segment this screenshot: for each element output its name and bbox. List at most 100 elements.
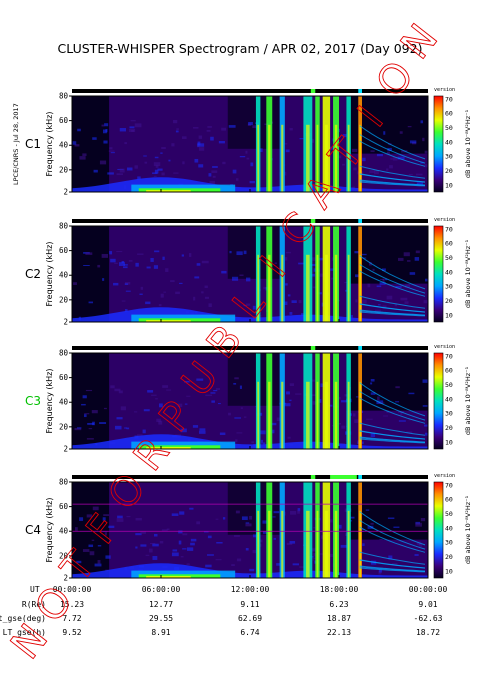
colorbar-tag: version — [434, 473, 455, 479]
panel-c1: 2 20 40 60 80 Frequency (kHz) C1 version 10 20 30 4… — [25, 87, 472, 197]
panel-c3: 2 20 40 60 80 Frequency (kHz) C3 version 10 20 30 4… — [25, 344, 472, 454]
orbit-value: 12.77 — [149, 600, 173, 609]
colorbar — [433, 481, 444, 579]
y-tick-label: 2 — [63, 445, 68, 454]
side-credit: LPCE/CNRS - Jul 28, 2017 — [12, 103, 20, 185]
y-tick-label: 60 — [59, 116, 69, 125]
orbit-value: 29.55 — [149, 614, 173, 623]
data-availability-bar — [72, 475, 428, 479]
colorbar-tick-label: 60 — [445, 110, 453, 118]
spectrogram-image — [72, 96, 428, 192]
y-tick-label: 60 — [59, 373, 69, 382]
y-tick-label: 2 — [63, 318, 68, 327]
colorbar-label: dB above 10⁻⁸V²Hz⁻¹ — [464, 239, 472, 308]
colorbar-tick-label: 10 — [445, 311, 453, 319]
data-availability-bar — [72, 89, 428, 93]
data-availability-bar — [72, 219, 428, 223]
y-tick-label: 20 — [59, 551, 69, 560]
y-axis-label: Frequency (kHz) — [45, 112, 54, 177]
colorbar — [433, 352, 444, 450]
colorbar — [433, 95, 444, 193]
orbit-value: 9.11 — [240, 600, 259, 609]
orbit-value: 9.01 — [418, 600, 437, 609]
y-tick-label: 40 — [59, 398, 69, 407]
colorbar-tick-label: 10 — [445, 567, 453, 575]
colorbar-tick-label: 70 — [445, 95, 453, 103]
orbit-value: 6.23 — [329, 600, 348, 609]
y-tick-label: 20 — [59, 295, 69, 304]
watermark-letter: N — [2, 616, 57, 668]
panel-c2: 2 20 40 60 80 Frequency (kHz) C2 version 10 20 30 4… — [25, 217, 472, 327]
orbit-value: 00:00:00 — [53, 585, 92, 594]
colorbar-tick-label: 50 — [445, 381, 453, 389]
spacecraft-label: C3 — [25, 394, 41, 408]
colorbar-tick-label: 50 — [445, 510, 453, 518]
y-tick-label: 60 — [59, 502, 69, 511]
orbit-row-label: R(Re) — [22, 600, 46, 609]
orbit-row-label: LT_gse(h) — [3, 628, 46, 637]
y-tick-label: 40 — [59, 141, 69, 150]
spectrogram-image — [72, 482, 428, 578]
y-tick-label: 80 — [59, 349, 69, 358]
colorbar-tag: version — [434, 344, 455, 350]
panel-c4: 2 20 40 60 80 Frequency (kHz) C4 version 10 20 30 4… — [25, 473, 472, 583]
orbit-row-label: UT — [30, 585, 40, 594]
orbit-value: 6.74 — [240, 628, 259, 637]
colorbar-tick-label: 10 — [445, 438, 453, 446]
orbit-value: 18.72 — [416, 628, 440, 637]
colorbar-tick-label: 60 — [445, 496, 453, 504]
y-axis-label: Frequency (kHz) — [45, 498, 54, 563]
data-availability-bar — [72, 346, 428, 350]
colorbar-tick-label: 20 — [445, 553, 453, 561]
colorbar-tick-label: 30 — [445, 153, 453, 161]
colorbar-label: dB above 10⁻⁸V²Hz⁻¹ — [464, 366, 472, 435]
orbit-value: 06:00:00 — [142, 585, 181, 594]
colorbar-tick-label: 30 — [445, 410, 453, 418]
colorbar-tag: version — [434, 217, 455, 223]
colorbar-tick-label: 60 — [445, 367, 453, 375]
colorbar-tick-label: 20 — [445, 167, 453, 175]
y-tick-label: 80 — [59, 92, 69, 101]
y-tick-label: 2 — [63, 574, 68, 583]
y-axis-label: Frequency (kHz) — [45, 369, 54, 434]
orbit-value: 18.87 — [327, 614, 351, 623]
colorbar-tick-label: 50 — [445, 124, 453, 132]
spectrogram-panels: 2 20 40 60 80 Frequency (kHz) C1 version 10 20 30 4… — [25, 87, 472, 583]
orbit-value: 12:00:00 — [231, 585, 270, 594]
colorbar-label: dB above 10⁻⁸V²Hz⁻¹ — [464, 495, 472, 564]
y-tick-label: 60 — [59, 246, 69, 255]
colorbar-tick-label: 20 — [445, 297, 453, 305]
colorbar-tick-label: 40 — [445, 395, 453, 403]
watermark-letter: N — [392, 16, 447, 68]
spacecraft-label: C2 — [25, 267, 41, 281]
orbit-value: -62.63 — [414, 614, 443, 623]
y-axis-label: Frequency (kHz) — [45, 242, 54, 307]
y-tick-label: 80 — [59, 222, 69, 231]
colorbar-tick-label: 40 — [445, 268, 453, 276]
spectrogram-image — [72, 226, 428, 322]
y-tick-label: 40 — [59, 271, 69, 280]
orbit-value: 15.23 — [60, 600, 84, 609]
orbit-value: 22.13 — [327, 628, 351, 637]
spectrogram-image — [72, 353, 428, 449]
colorbar-tick-label: 70 — [445, 352, 453, 360]
colorbar-tick-label: 60 — [445, 240, 453, 248]
figure-title: CLUSTER-WHISPER Spectrogram / APR 02, 20… — [58, 41, 423, 56]
orbit-table: UT 00:00:00 06:00:00 12:00:00 18:00:00 00:00:… — [0, 585, 447, 637]
y-tick-label: 80 — [59, 478, 69, 487]
orbit-value: 62.69 — [238, 614, 262, 623]
orbit-row-label: Lat_gse(deg) — [0, 614, 46, 623]
colorbar-tick-label: 70 — [445, 481, 453, 489]
y-tick-label: 20 — [59, 165, 69, 174]
colorbar-tick-label: 70 — [445, 225, 453, 233]
colorbar-label: dB above 10⁻⁸V²Hz⁻¹ — [464, 109, 472, 178]
colorbar-tick-label: 50 — [445, 254, 453, 262]
colorbar-tick-label: 10 — [445, 181, 453, 189]
orbit-value: 00:00:00 — [409, 585, 448, 594]
y-tick-label: 20 — [59, 422, 69, 431]
orbit-value: 7.72 — [62, 614, 81, 623]
spacecraft-label: C4 — [25, 523, 41, 537]
orbit-value: 9.52 — [62, 628, 81, 637]
colorbar-tick-label: 40 — [445, 524, 453, 532]
